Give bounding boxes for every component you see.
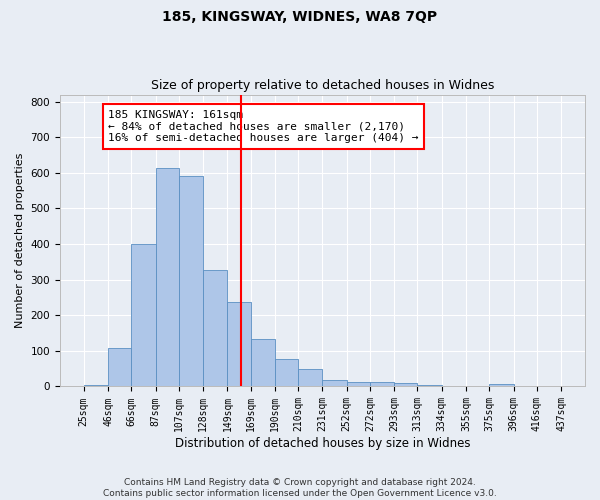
Text: 185, KINGSWAY, WIDNES, WA8 7QP: 185, KINGSWAY, WIDNES, WA8 7QP — [163, 10, 437, 24]
Bar — [489, 384, 514, 386]
Bar — [275, 359, 298, 386]
X-axis label: Distribution of detached houses by size in Widnes: Distribution of detached houses by size … — [175, 437, 470, 450]
Bar — [227, 302, 251, 386]
Bar — [179, 176, 203, 386]
Title: Size of property relative to detached houses in Widnes: Size of property relative to detached ho… — [151, 79, 494, 92]
Bar — [108, 348, 131, 387]
Bar — [322, 380, 347, 386]
Bar — [370, 382, 394, 386]
Bar — [298, 368, 322, 386]
Y-axis label: Number of detached properties: Number of detached properties — [15, 153, 25, 328]
Bar — [394, 383, 418, 386]
Text: 185 KINGSWAY: 161sqm
← 84% of detached houses are smaller (2,170)
16% of semi-de: 185 KINGSWAY: 161sqm ← 84% of detached h… — [108, 110, 419, 143]
Bar — [203, 270, 227, 386]
Bar — [418, 385, 442, 386]
Text: Contains HM Land Registry data © Crown copyright and database right 2024.
Contai: Contains HM Land Registry data © Crown c… — [103, 478, 497, 498]
Bar — [347, 382, 370, 386]
Bar — [251, 339, 275, 386]
Bar — [131, 244, 155, 386]
Bar — [84, 384, 108, 386]
Bar — [155, 168, 179, 386]
